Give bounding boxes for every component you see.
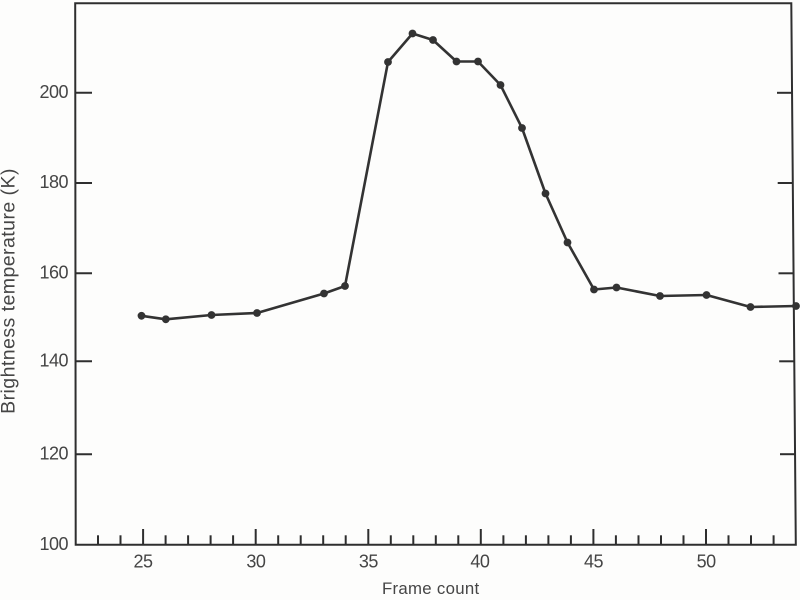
svg-text:100: 100 <box>39 534 68 554</box>
svg-text:30: 30 <box>246 552 266 572</box>
svg-text:200: 200 <box>39 82 68 102</box>
svg-text:180: 180 <box>39 172 68 192</box>
svg-text:45: 45 <box>584 552 604 572</box>
svg-text:120: 120 <box>39 443 68 463</box>
svg-text:25: 25 <box>133 552 153 572</box>
svg-text:50: 50 <box>697 552 717 572</box>
svg-text:35: 35 <box>359 552 379 572</box>
svg-text:Brightness temperature (K): Brightness temperature (K) <box>0 168 20 414</box>
svg-text:Frame count: Frame count <box>382 579 480 598</box>
svg-text:160: 160 <box>39 263 68 283</box>
svg-text:40: 40 <box>470 552 490 572</box>
svg-text:140: 140 <box>39 351 68 371</box>
